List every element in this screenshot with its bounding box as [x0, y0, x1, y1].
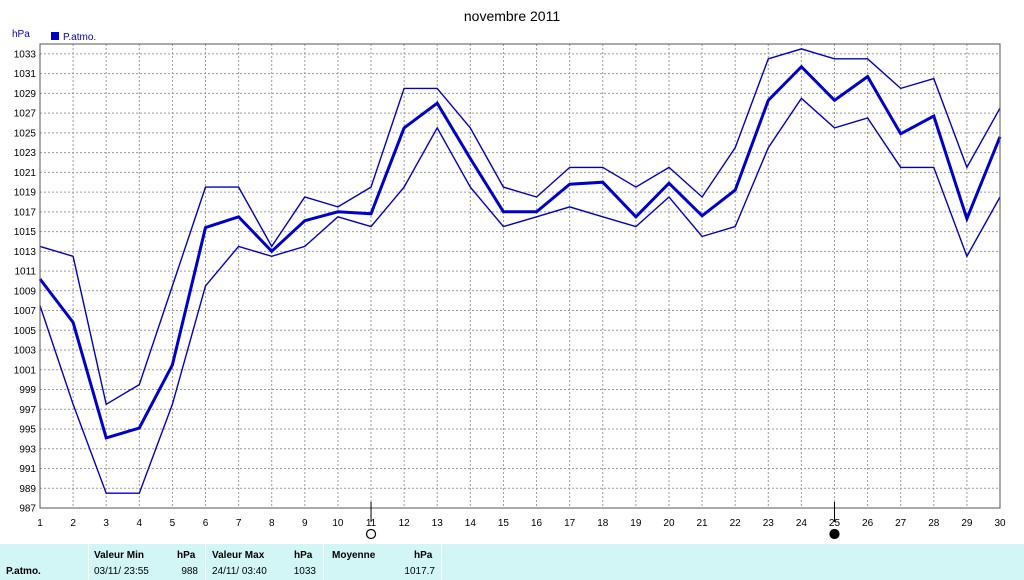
x-tick-label: 29: [961, 518, 973, 529]
max-time: 24/11/ 03:40: [212, 566, 267, 577]
y-tick-label: 1007: [14, 306, 37, 317]
mean-header: Moyenne: [332, 550, 376, 561]
footer-separator: [88, 544, 89, 580]
x-tick-label: 2: [70, 518, 76, 529]
x-tick-label: 6: [203, 518, 209, 529]
series-line-max: [39, 48, 1001, 406]
y-tick-label: 1033: [14, 49, 37, 60]
x-tick-label: 27: [895, 518, 907, 529]
x-tick-label: 1: [37, 518, 43, 529]
y-tick-labels: 987 989 991 993 995 997 999 1001 1003 1005 1007 100…: [14, 49, 37, 514]
y-tick-label: 1021: [14, 168, 37, 179]
new-moon-icon: [829, 528, 840, 540]
moon-phases: [365, 502, 840, 540]
min-unit-header: hPa: [177, 550, 196, 561]
x-tick-label: 26: [862, 518, 874, 529]
x-tick-label: 4: [137, 518, 143, 529]
y-tick-label: 1013: [14, 247, 37, 258]
y-tick-label: 1027: [14, 109, 37, 120]
x-tick-label: 21: [697, 518, 709, 529]
y-tick-label: 987: [19, 504, 36, 515]
series-line-min: [39, 97, 1001, 494]
x-tick-label: 5: [170, 518, 176, 529]
x-tick-label: 14: [465, 518, 477, 529]
full-moon-icon: [365, 528, 377, 540]
y-axis-unit-label: hPa: [12, 29, 30, 40]
x-tick-label: 8: [269, 518, 275, 529]
x-tick-label: 11: [366, 518, 377, 529]
y-tick-label: 1029: [14, 89, 37, 100]
footer-separator: [205, 544, 206, 580]
x-tick-label: 25: [829, 518, 841, 529]
footer-separator: [323, 544, 324, 580]
y-tick-label: 995: [19, 425, 36, 436]
x-tick-label: 19: [630, 518, 642, 529]
y-tick-label: 999: [19, 385, 36, 396]
x-tick-label: 20: [663, 518, 675, 529]
x-tick-label: 9: [302, 518, 308, 529]
x-tick-labels: 1 2 3 4 5 6 7 8 9 10 11 12 13 14 15 16 17 18 19 20 21 22 23 24 2…: [37, 518, 1006, 529]
y-tick-label: 1019: [14, 188, 37, 199]
y-tick-label: 1003: [14, 346, 37, 357]
series-lines: [38, 48, 1002, 494]
x-tick-label: 3: [103, 518, 109, 529]
y-tick-label: 993: [19, 444, 36, 455]
grid: [39, 44, 1001, 509]
x-tick-label: 28: [928, 518, 940, 529]
y-tick-label: 1015: [14, 227, 37, 238]
x-tick-label: 18: [597, 518, 609, 529]
x-tick-label: 10: [332, 518, 344, 529]
x-tick-label: 17: [564, 518, 576, 529]
x-tick-label: 22: [730, 518, 742, 529]
statistics-footer: P.atmo. Valeur Min hPa 03/11/ 23:55 988 …: [0, 544, 1024, 580]
pressure-chart: novembre 2011 hPa P.atmo. 98798999199399…: [12, 8, 1006, 540]
y-tick-label: 1025: [14, 128, 37, 139]
x-tick-label: 7: [236, 518, 242, 529]
y-tick-label: 989: [19, 484, 36, 495]
y-tick-label: 997: [19, 405, 36, 416]
y-tick-label: 1031: [14, 69, 37, 80]
x-tick-label: 23: [763, 518, 775, 529]
y-tick-label: 1001: [14, 365, 37, 376]
legend-swatch: [51, 32, 59, 40]
x-tick-label: 13: [432, 518, 444, 529]
y-tick-label: 1011: [14, 267, 36, 278]
x-tick-label: 15: [498, 518, 510, 529]
y-tick-label: 991: [19, 464, 36, 475]
x-tick-label: 24: [796, 518, 808, 529]
y-tick-label: 1023: [14, 148, 37, 159]
x-tick-label: 30: [994, 518, 1006, 529]
series-line-mean: [38, 64, 1002, 440]
x-tick-label: 12: [399, 518, 411, 529]
min-time: 03/11/ 23:55: [94, 566, 149, 577]
footer-separator: [441, 544, 442, 580]
y-tick-label: 1017: [14, 207, 37, 218]
y-tick-label: 1005: [14, 326, 37, 337]
plot-frame: [39, 43, 1001, 509]
footer-row-label: P.atmo.: [6, 566, 41, 577]
mean-value: 1017.7: [404, 566, 435, 577]
min-value: 988: [181, 566, 198, 577]
chart-title: novembre 2011: [464, 8, 560, 24]
max-header: Valeur Max: [212, 550, 265, 561]
y-tick-label: 1009: [14, 286, 37, 297]
legend-label: P.atmo.: [63, 32, 96, 43]
max-value: 1033: [293, 566, 316, 577]
max-unit-header: hPa: [294, 550, 313, 561]
x-tick-label: 16: [531, 518, 543, 529]
mean-unit-header: hPa: [414, 550, 433, 561]
min-header: Valeur Min: [94, 550, 145, 561]
